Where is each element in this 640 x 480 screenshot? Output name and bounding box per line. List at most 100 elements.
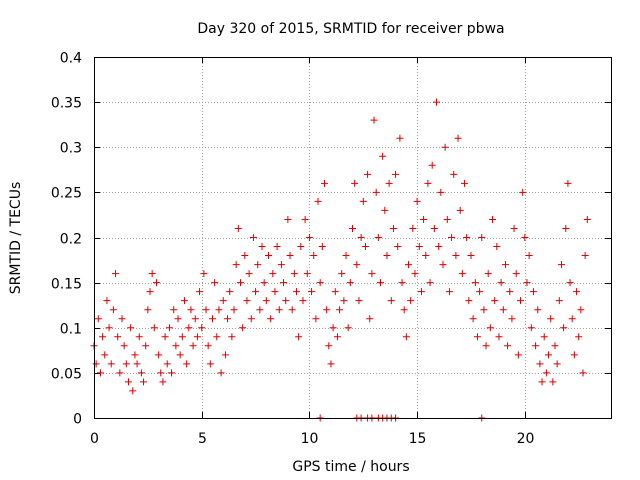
data-point [327,360,335,368]
data-point [452,252,460,260]
data-point [303,270,311,278]
data-point [275,306,283,314]
data-point [394,243,402,251]
data-point [536,360,544,368]
y-axis-label: SRMTID / TECUs [8,182,24,295]
data-point [202,306,210,314]
data-point [329,324,337,332]
x-tick-label: 10 [301,431,319,447]
y-tick-label: 0 [73,412,82,428]
data-point [312,315,320,323]
data-point [333,333,341,341]
data-point [560,324,568,332]
data-point [131,351,139,359]
data-point [204,342,212,350]
data-point [191,315,199,323]
chart-title: Day 320 of 2015, SRMTID for receiver pbw… [197,21,504,37]
data-point [120,342,128,350]
data-points [90,98,591,422]
data-point [471,279,479,287]
data-point [400,306,408,314]
data-point [340,297,348,305]
data-point [215,306,223,314]
data-point [381,206,389,214]
data-point [187,306,195,314]
data-point [316,279,324,287]
data-point [185,324,193,332]
data-point [467,252,475,260]
data-point [258,243,266,251]
data-point [426,279,434,287]
data-point [172,342,180,350]
data-point [127,324,135,332]
data-point [407,297,415,305]
data-point [534,306,542,314]
data-point [159,378,167,386]
data-point [286,252,294,260]
data-point [355,297,363,305]
data-point [264,252,272,260]
data-point [284,215,292,223]
data-point [310,252,318,260]
data-point [157,369,165,377]
data-point [456,206,464,214]
data-point [385,179,393,187]
data-point [547,315,555,323]
data-point [230,306,238,314]
data-point [180,297,188,305]
data-point [448,234,456,241]
data-point [292,288,300,296]
data-point [144,306,152,314]
data-point [405,261,413,269]
data-point [241,252,249,260]
data-point [232,261,240,269]
data-point [256,306,264,314]
data-point [116,369,124,377]
data-point [353,261,361,269]
data-point [277,261,285,269]
data-point [99,333,107,341]
data-point [243,297,251,305]
data-point [387,297,395,305]
data-point [351,179,359,187]
data-point [142,342,150,350]
axes: 0 0.05 0.1 0.15 0.2 0.25 0.3 0.35 0.4 0 5 10 15 20 [51,51,611,447]
data-point [392,170,400,178]
data-point [504,342,512,350]
data-point [245,270,253,278]
data-point [379,152,387,160]
grid [94,57,611,418]
data-point [198,324,206,332]
data-point [288,306,296,314]
data-point [174,315,182,323]
data-point [443,215,451,223]
data-point [512,270,520,278]
data-point [168,369,176,377]
data-point [441,143,449,151]
data-point [183,360,191,368]
data-point [217,369,225,377]
data-point [109,306,117,314]
data-point [413,197,421,205]
data-point [107,360,115,368]
data-point [564,179,572,187]
data-point [325,342,333,350]
data-point [219,297,227,305]
data-point [529,288,537,296]
data-point [508,315,516,323]
data-point [163,360,171,368]
data-point [152,279,160,287]
y-tick-label: 0.3 [60,141,82,157]
data-point [566,279,574,287]
data-point [551,342,559,350]
data-point [92,360,100,368]
data-point [247,315,255,323]
data-point [260,279,268,287]
data-point [155,351,163,359]
data-point [430,224,438,232]
data-point [478,234,486,241]
data-point [422,252,430,260]
data-point [540,333,548,341]
y-tick-label: 0.2 [60,232,82,248]
data-point [161,333,169,341]
